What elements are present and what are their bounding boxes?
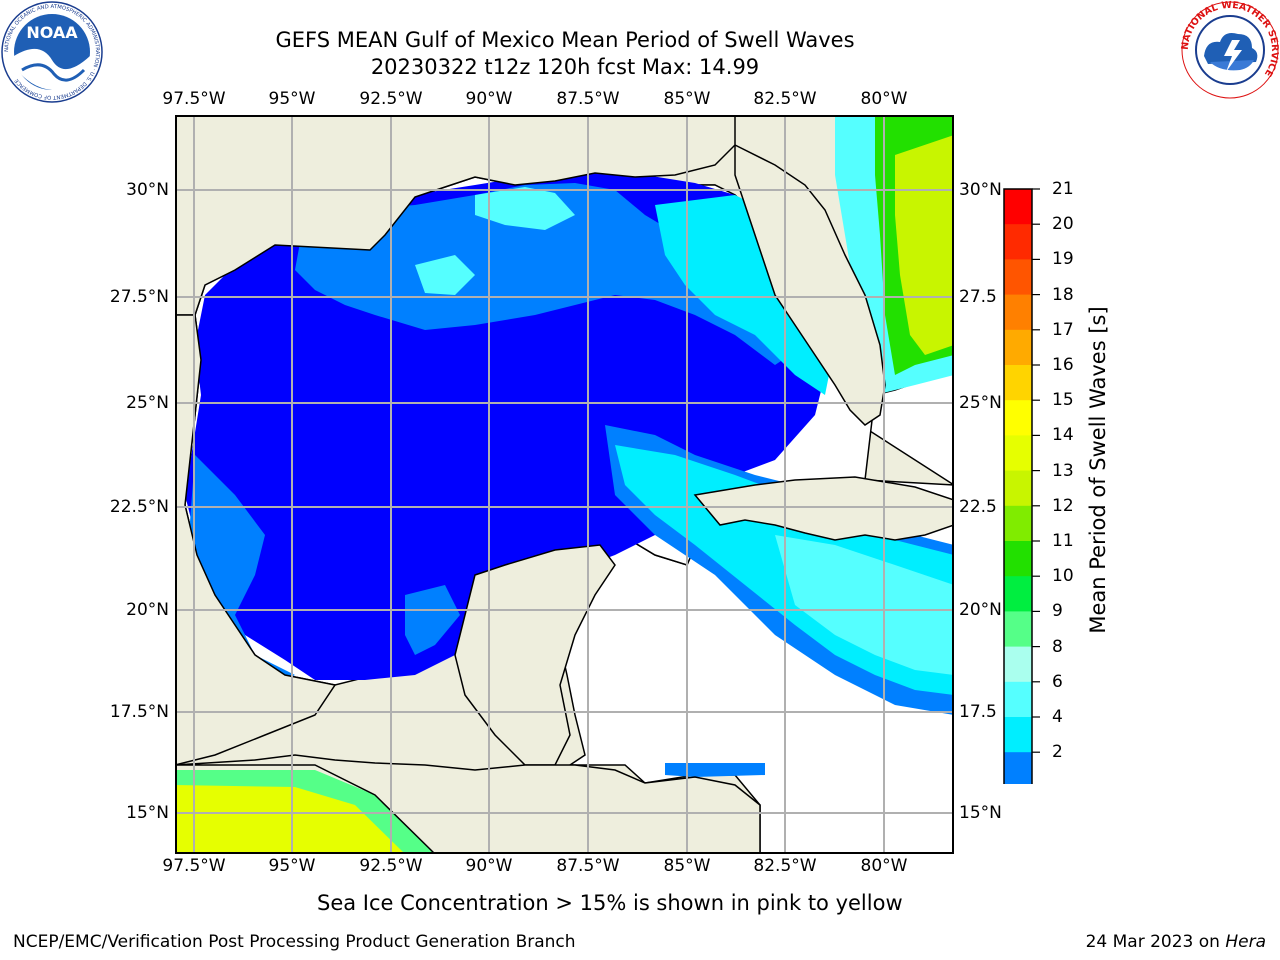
graticule [175, 115, 954, 854]
colorbar-svg [1002, 188, 1040, 822]
swell-mid-blue-3 [189, 455, 295, 685]
footer-machine: Hera [1225, 932, 1266, 952]
colorbar-label: Mean Period of Swell Waves [s] [1086, 306, 1110, 634]
swell-caribbean-strip [665, 763, 765, 777]
north-coast-land [174, 114, 736, 316]
colorbar-tick-label: 6 [1052, 671, 1063, 692]
colorbar-tick-label: 19 [1052, 249, 1074, 270]
lon-tick-bottom: 90°W [465, 856, 513, 876]
yucatan-land [454, 544, 616, 766]
colorbar-segment [1004, 435, 1032, 472]
nws-logo: NATIONAL WEATHER SERVICE [1180, 0, 1280, 100]
colorbar-tick-label: 9 [1052, 601, 1063, 622]
colorbar-segment [1004, 329, 1032, 366]
colorbar-tick-label: 4 [1052, 707, 1063, 727]
swell-cyan-north-2 [415, 255, 475, 295]
colorbar-segment [1004, 400, 1032, 436]
lon-tick-top: 97.5°W [162, 89, 226, 109]
colorbar-segment [1004, 365, 1032, 401]
colorbar-tick-label: 21 [1052, 179, 1074, 199]
colorbar-tick-label: 18 [1052, 284, 1074, 305]
colorbar-tick-label: 14 [1052, 425, 1074, 446]
lat-tick-left: 27.5°N [109, 287, 169, 307]
swell-mid-blue [295, 183, 805, 365]
lat-tick-right: 17.5 [959, 702, 997, 722]
noaa-logo: NOAA NATIONAL OCEANIC AND ATMOSPHERIC AD… [0, 0, 104, 104]
colorbar-segment [1004, 576, 1032, 612]
chart-title: GEFS MEAN Gulf of Mexico Mean Period of … [275, 28, 855, 52]
lon-tick-top: 80°W [860, 89, 908, 109]
lon-tick-bottom: 82.5°W [753, 856, 817, 876]
colorbar-tick-label: 12 [1052, 495, 1074, 516]
map-panel [174, 114, 955, 855]
lon-tick-top: 92.5°W [359, 89, 423, 109]
lon-tick-top: 90°W [465, 89, 513, 109]
colorbar-tick-label: 10 [1052, 566, 1074, 587]
lat-tick-right: 25°N [959, 393, 1002, 413]
lon-tick-bottom: 87.5°W [556, 856, 620, 876]
lon-tick-bottom: 92.5°W [359, 856, 423, 876]
colorbar-segment [1004, 259, 1032, 296]
lon-tick-bottom: 95°W [268, 856, 316, 876]
lat-tick-left: 15°N [126, 803, 169, 823]
lat-tick-left: 17.5°N [109, 702, 169, 722]
map-svg [174, 114, 955, 855]
colorbar-segment [1004, 541, 1032, 577]
swell-lightcyan-south [775, 535, 954, 675]
lon-tick-top: 85°W [663, 89, 711, 109]
sea-ice-note: Sea Ice Concentration > 15% is shown in … [317, 891, 903, 915]
colorbar [1000, 188, 1040, 822]
lat-tick-left: 30°N [126, 180, 169, 200]
footer-date-text: 24 Mar 2023 on [1085, 932, 1226, 952]
lat-tick-left: 20°N [126, 600, 169, 620]
chart-subtitle: 20230322 t12z 120h fcst Max: 14.99 [370, 55, 760, 79]
florida-land [734, 143, 886, 426]
swell-cyan-north [475, 187, 575, 230]
colorbar-tick-label: 15 [1052, 390, 1074, 411]
colorbar-segment [1004, 717, 1032, 753]
colorbar-tick-label: 20 [1052, 214, 1074, 235]
lat-tick-right: 30°N [959, 180, 1002, 200]
lon-tick-bottom: 80°W [860, 856, 908, 876]
colorbar-tick-label: 16 [1052, 355, 1074, 375]
colorbar-segment [1004, 611, 1032, 648]
colorbar-tick-label: 8 [1052, 636, 1063, 657]
colorbar-tick-label: 17 [1052, 319, 1074, 340]
colorbar-segment [1004, 505, 1032, 542]
lon-tick-top: 95°W [268, 89, 316, 109]
lon-tick-top: 87.5°W [556, 89, 620, 109]
swell-mid-blue-4 [405, 585, 460, 655]
colorbar-segment [1004, 189, 1032, 225]
lon-tick-bottom: 85°W [663, 856, 711, 876]
lat-tick-right: 22.5 [959, 497, 997, 517]
lat-tick-right: 20°N [959, 600, 1002, 620]
central-america-land [174, 754, 761, 855]
colorbar-tick-label: 13 [1052, 460, 1074, 481]
footer-date: 24 Mar 2023 on Hera [1086, 932, 1266, 952]
colorbar-segment [1004, 646, 1032, 683]
cuba-land [693, 476, 955, 541]
colorbar-tick-label: 11 [1052, 531, 1074, 551]
lat-tick-left: 25°N [126, 393, 169, 413]
footer-source: NCEP/EMC/Verification Post Processing Pr… [13, 932, 576, 952]
lon-tick-top: 82.5°W [753, 89, 817, 109]
lat-tick-right: 27.5 [959, 287, 997, 307]
colorbar-tick-label: 2 [1052, 742, 1063, 763]
map-frame [175, 115, 954, 854]
swell-pacific-yellow [175, 785, 405, 854]
lon-tick-bottom: 97.5°W [162, 856, 226, 876]
colorbar-segment [1004, 224, 1032, 260]
lat-tick-right: 15°N [959, 803, 1002, 823]
colorbar-segment [1004, 470, 1032, 507]
colorbar-segment [1004, 752, 1032, 788]
noaa-logo-text: NOAA [26, 23, 78, 42]
west-mexico-land [174, 314, 337, 766]
colorbar-segment [1004, 294, 1032, 331]
colorbar-segment [1004, 681, 1032, 718]
lat-tick-left: 22.5°N [109, 497, 169, 517]
